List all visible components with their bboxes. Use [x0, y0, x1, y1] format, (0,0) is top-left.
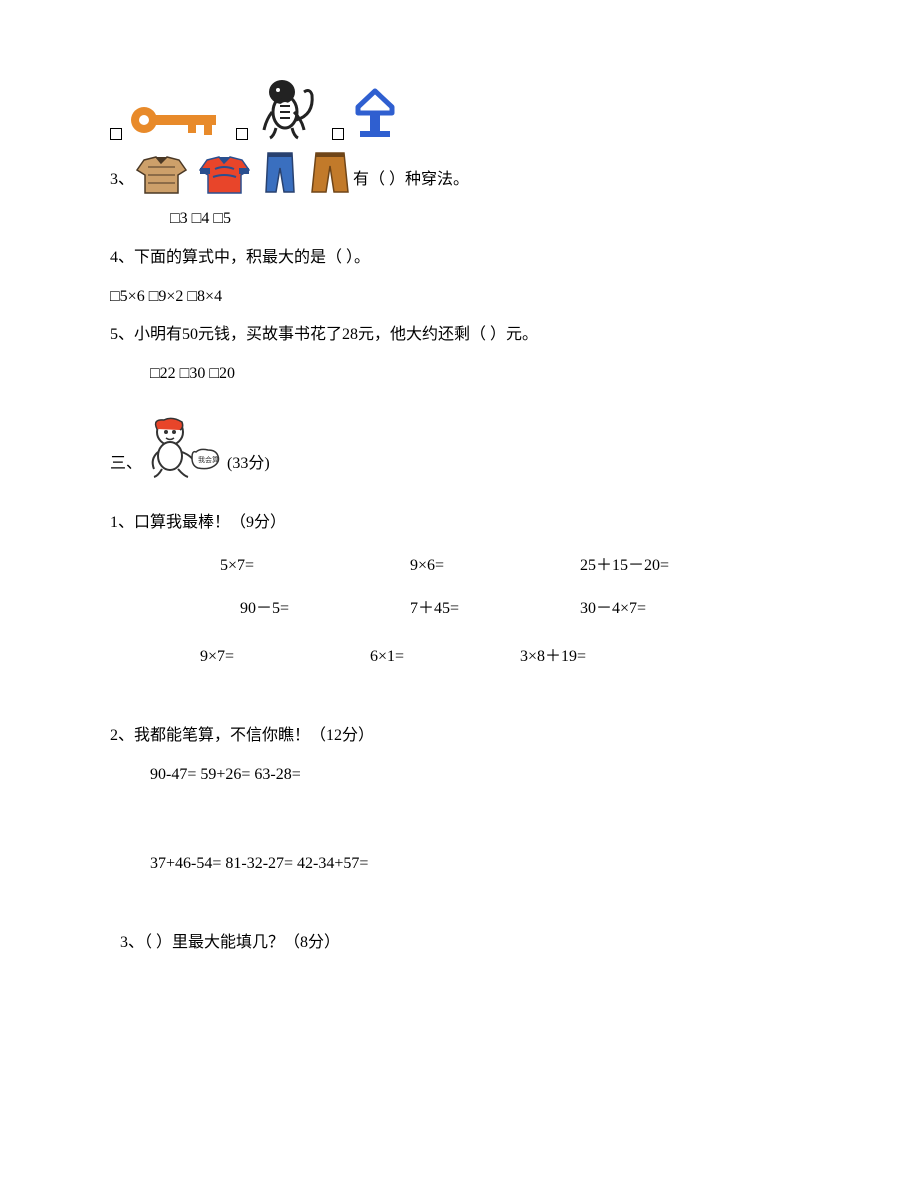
p1-r2-b: 7＋45= — [410, 595, 580, 624]
p1-row1: 5×7= 9×6= 25＋15－20= — [220, 552, 810, 581]
p1-r2-c: 30－4×7= — [580, 595, 740, 624]
p1-r3-c: 3×8＋19= — [520, 643, 680, 672]
q5-line: 5、小明有50元钱，买故事书花了28元，他大约还剩（ ）元。 — [110, 321, 810, 350]
p1-r1-b: 9×6= — [410, 552, 580, 581]
q4-line: 4、下面的算式中，积最大的是（ ）。 — [110, 244, 810, 273]
p1-row2: 90－5= 7＋45= 30－4×7= — [240, 595, 810, 624]
p2-title: 2、我都能笔算，不信你瞧！（12分） — [110, 722, 810, 751]
monkey-icon — [252, 70, 322, 140]
q3-line: 3、 有（ ）种穿法。 — [110, 150, 810, 195]
q4-options[interactable]: □5×6 □9×2 □8×4 — [110, 283, 810, 312]
q2-option-symbol[interactable] — [332, 85, 403, 140]
svg-text:我会算: 我会算 — [198, 455, 219, 464]
q2-option-monkey[interactable] — [236, 70, 322, 140]
p1-title: 1、口算我最棒！（9分） — [110, 509, 810, 538]
q5-options[interactable]: □22 □30 □20 — [150, 360, 810, 389]
p3-title: 3、（ ）里最大能填几？（8分） — [120, 929, 810, 958]
q3-suffix: 有（ ）种穿法。 — [353, 166, 469, 195]
pants-blue-icon — [260, 150, 300, 195]
p2-row2: 37+46-54= 81-32-27= 42-34+57= — [150, 850, 810, 879]
symbol-icon — [348, 85, 403, 140]
checkbox-icon[interactable] — [332, 128, 344, 140]
p1-r3-b: 6×1= — [370, 643, 520, 672]
p1-r1-a: 5×7= — [220, 552, 410, 581]
checkbox-icon[interactable] — [236, 128, 248, 140]
q3-options[interactable]: □3 □4 □5 — [170, 205, 810, 234]
section-3-header: 三、 我会算 (33分) — [110, 414, 810, 479]
shirt-red-icon — [197, 155, 252, 195]
section-3-prefix: 三、 — [110, 450, 142, 479]
key-icon — [126, 100, 226, 140]
clothes-icons — [134, 150, 353, 195]
q2-option-key[interactable] — [110, 100, 226, 140]
p1-r3-a: 9×7= — [200, 643, 370, 672]
shirt-brown-icon — [134, 155, 189, 195]
section-3-points: (33分) — [227, 450, 270, 479]
q2-options-row — [110, 70, 810, 140]
p2-row1: 90-47= 59+26= 63-28= — [150, 761, 810, 790]
calc-character-icon: 我会算 — [142, 414, 227, 479]
q3-prefix: 3、 — [110, 166, 134, 195]
p1-row3: 9×7= 6×1= 3×8＋19= — [200, 643, 810, 672]
checkbox-icon[interactable] — [110, 128, 122, 140]
p1-r2-a: 90－5= — [240, 595, 410, 624]
pants-brown-icon — [308, 150, 353, 195]
p1-r1-c: 25＋15－20= — [580, 552, 740, 581]
